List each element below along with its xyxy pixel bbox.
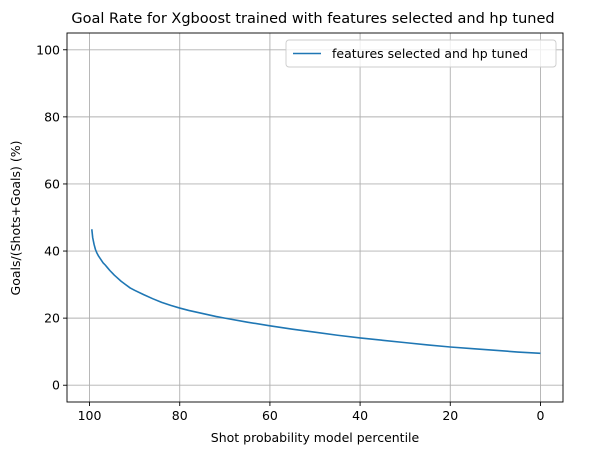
- legend-label: features selected and hp tuned: [332, 46, 528, 61]
- x-tick-label: 40: [352, 408, 368, 423]
- x-tick-label: 0: [536, 408, 544, 423]
- y-tick-label: 0: [52, 378, 60, 393]
- x-tick-label: 80: [172, 408, 188, 423]
- legend-box: [285, 39, 557, 68]
- x-tick-label: 100: [78, 408, 102, 423]
- y-tick-label: 60: [44, 176, 60, 191]
- series-line: [91, 229, 541, 355]
- x-ticks: 100 80 60 40 20 0: [78, 402, 544, 423]
- y-tick-label: 40: [44, 244, 60, 259]
- plot-frame: [66, 32, 564, 403]
- y-ticks: 0 20 40 60 80 100: [36, 42, 67, 393]
- series-lines: [91, 229, 541, 355]
- legend: features selected and hp tuned: [285, 39, 557, 68]
- grid-lines: [67, 33, 563, 402]
- x-tick-label: 20: [442, 408, 458, 423]
- y-axis-label: Goals/(Shots+Goals) (%): [8, 141, 23, 296]
- x-axis-label: Shot probability model percentile: [211, 430, 420, 445]
- x-tick-label: 60: [262, 408, 278, 423]
- chart-title: Goal Rate for Xgboost trained with featu…: [71, 11, 554, 27]
- y-tick-label: 80: [44, 109, 60, 124]
- y-tick-label: 100: [36, 42, 60, 57]
- y-tick-label: 20: [44, 311, 60, 326]
